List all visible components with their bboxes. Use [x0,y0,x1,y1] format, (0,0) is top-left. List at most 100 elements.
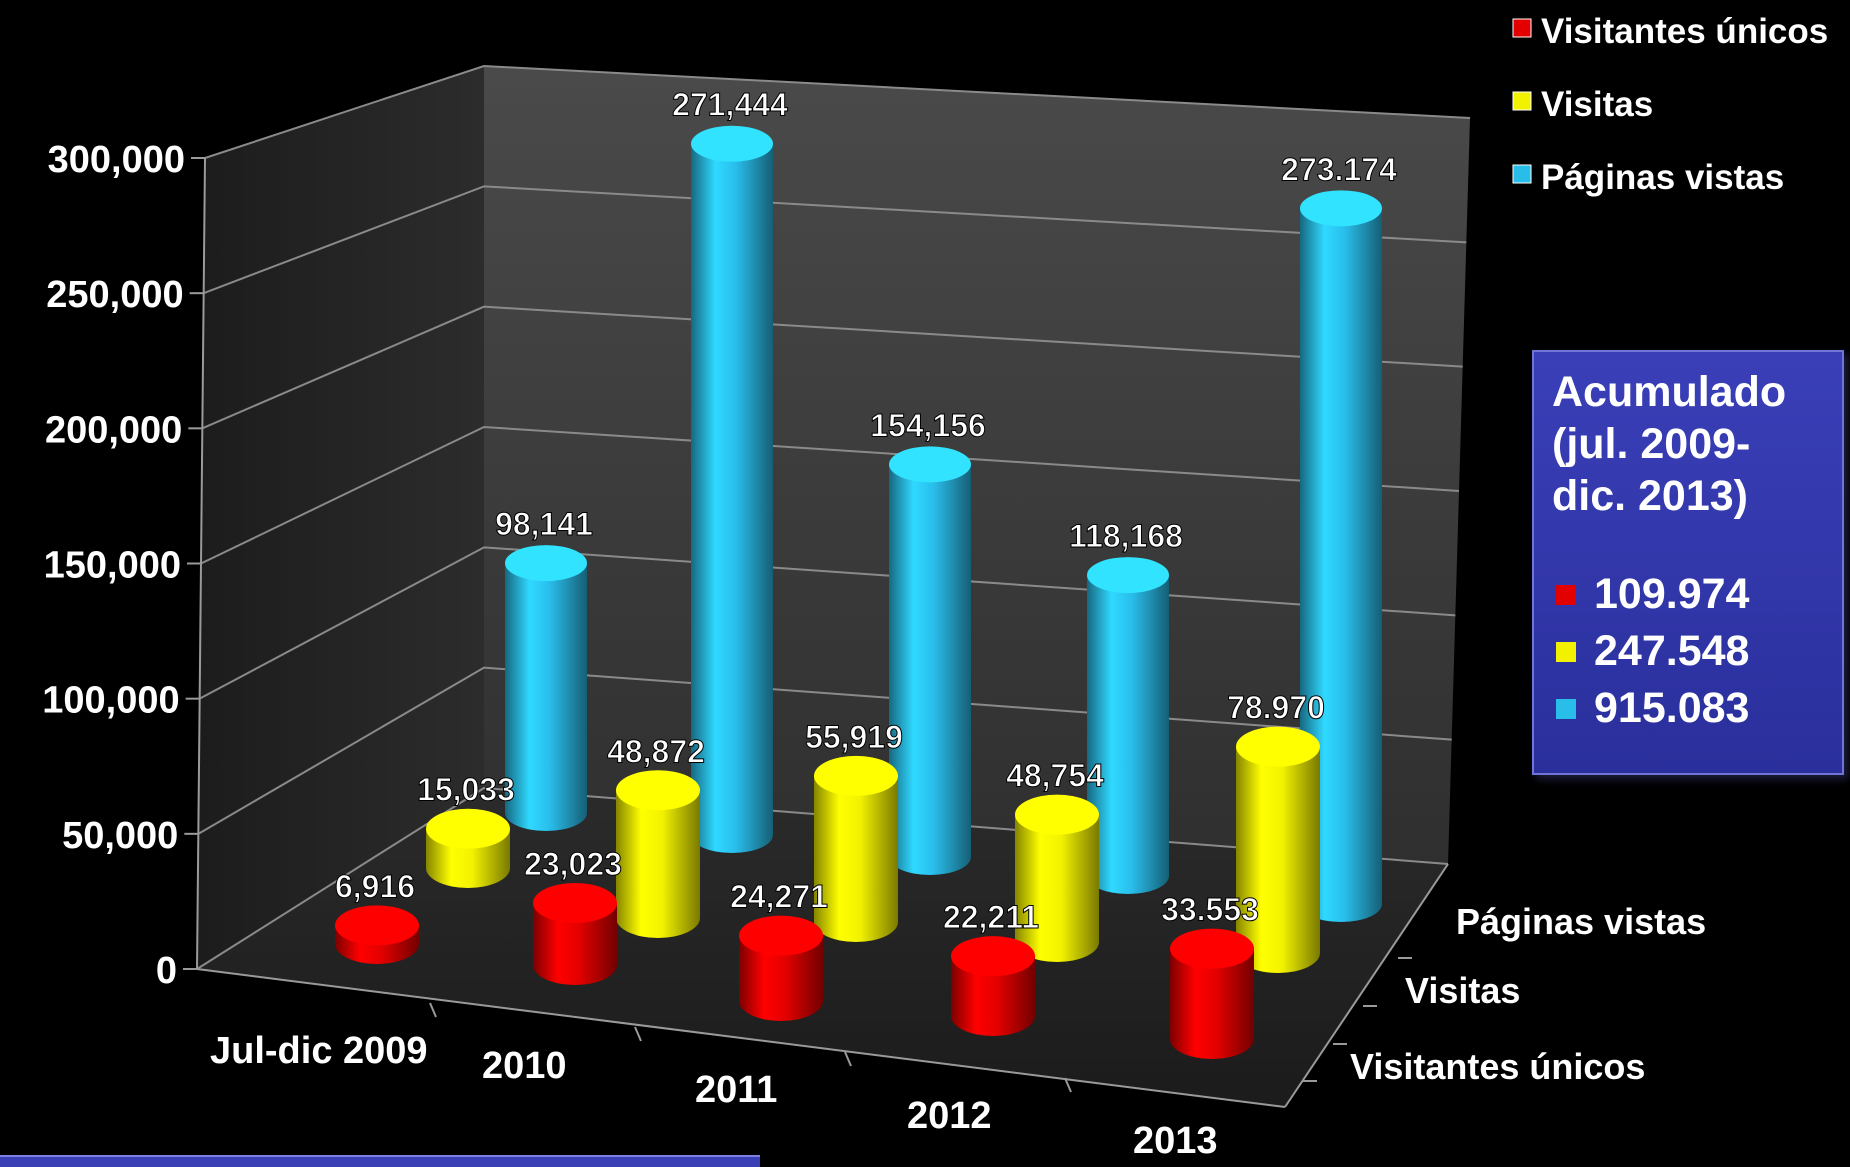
data-label: 6,916 [335,868,415,904]
legend-label: Páginas vistas [1541,158,1784,197]
gridline [200,425,1460,565]
bar [1087,557,1169,894]
bar [1236,726,1320,973]
bar [1015,794,1099,962]
x-tick [634,1026,642,1042]
cyan-square-icon [1556,698,1576,719]
bar [335,905,419,964]
bar [951,936,1035,1036]
y-tick-label: 150,000 [44,545,181,587]
data-label: 33.553 [1161,892,1259,928]
summary-item-visitantes: 109.974 [1552,566,1842,623]
x-tick-label: Jul-dic 2009 [210,1030,428,1072]
cumulative-summary-box: Acumulado (jul. 2009- dic. 2013) 109.974… [1532,350,1844,775]
data-label: 48,754 [1006,758,1104,794]
depth-tick-label: Visitas [1405,970,1520,1011]
bar [1300,190,1382,922]
bar [739,915,823,1021]
y-tick-label: 300,000 [48,139,185,181]
bar [1170,928,1254,1059]
summary-value: 915.083 [1594,684,1750,732]
bar-top [1087,557,1169,594]
data-label: 154,156 [870,407,986,443]
bar-top [739,915,823,956]
legend-swatch [1512,91,1532,111]
bar-top [814,755,898,796]
bar-top [889,446,971,483]
summary-item-paginas: 915.083 [1552,680,1842,737]
gridline [201,305,1463,430]
bar-top [616,770,700,811]
bar-top [335,905,419,946]
side-wall [197,66,484,969]
data-label: 271,444 [672,87,788,123]
bar-top [951,936,1035,977]
gridline [204,64,1471,159]
data-label: 22,211 [943,899,1039,935]
data-label: 15,033 [417,772,515,808]
bar-body [739,935,823,1021]
y-tick-label: 250,000 [46,274,183,316]
bar [691,125,773,854]
legend-label: Visitas [1541,85,1653,124]
footer-bar [0,1155,760,1167]
yellow-square-icon [1556,641,1576,662]
summary-list: 109.974 247.548 915.083 [1552,566,1842,737]
bar [889,446,971,875]
red-square-icon [1556,584,1576,605]
summary-value: 109.974 [1594,570,1750,618]
data-label: 55,919 [805,719,903,755]
bar-body [616,790,700,938]
y-tick-label: 0 [156,950,177,992]
bar-body [533,902,617,985]
bar-body [1300,208,1382,922]
bar-top [1170,928,1254,969]
bar [616,770,700,938]
bar-body [951,956,1035,1036]
bar [533,882,617,985]
bar [426,808,510,888]
x-tick-label: 2011 [695,1069,777,1111]
depth-axis-line [1284,863,1449,1108]
bar [814,755,898,942]
bar-top [691,125,773,162]
x-tick-label: 2010 [482,1045,567,1087]
depth-tick-label: Visitantes únicos [1350,1046,1645,1087]
y-tick-label: 100,000 [42,680,179,722]
legend: Visitantes únicos Visitas Páginas vistas [1512,12,1828,197]
bar-body [814,775,898,942]
data-label: 98,141 [495,506,593,542]
data-label: 118,168 [1069,518,1183,554]
depth-tick-label: Páginas vistas [1456,901,1706,942]
summary-item-visitas: 247.548 [1552,623,1842,680]
summary-value: 247.548 [1594,627,1750,675]
bar-body [1236,746,1320,973]
x-tick-label: 2012 [907,1095,992,1137]
bar-top [1236,726,1320,767]
gridline [203,185,1467,295]
x-tick [844,1051,852,1067]
bar-body [1170,948,1254,1059]
x-tick-label: 2013 [1133,1120,1218,1162]
legend-swatch [1512,18,1532,38]
bar-body [505,563,587,831]
y-axis-line [196,157,206,970]
summary-title: Acumulado (jul. 2009- dic. 2013) [1552,368,1787,520]
legend-label: Visitantes únicos [1541,12,1828,51]
bar-top [426,808,510,849]
data-label: 24,271 [730,879,828,915]
bar-top [1300,190,1382,227]
legend-swatch [1512,164,1532,184]
bar [505,545,587,831]
x-axis-line [196,968,1286,1108]
bar-top [533,882,617,923]
data-label: 48,872 [607,733,705,769]
x-tick [429,1002,437,1018]
data-label: 23,023 [524,846,622,882]
bar-body [691,143,773,854]
bar-body [889,464,971,875]
bars [335,125,1382,1059]
x-tick [1064,1077,1072,1093]
y-tick-label: 50,000 [62,815,178,857]
